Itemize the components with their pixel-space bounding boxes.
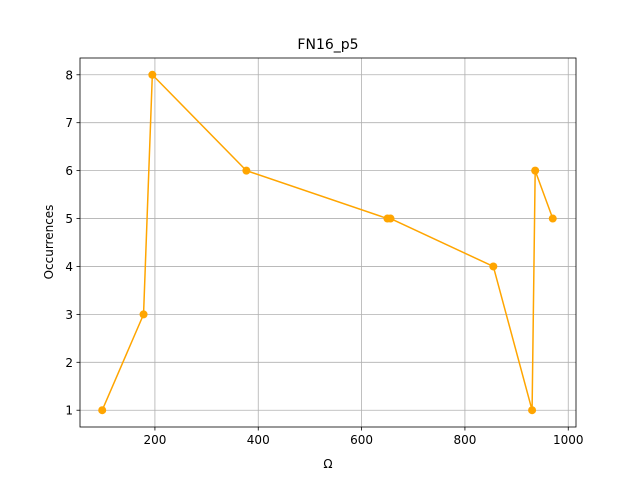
y-axis-label: Occurrences [42,205,56,280]
x-tick-label: 1000 [553,433,584,447]
y-tick-label: 8 [65,68,73,82]
x-tick-label: 800 [453,433,476,447]
x-axis-label: Ω [323,457,332,471]
x-axis: 200 400 600 800 1000 [143,427,584,447]
x-tick-label: 400 [247,433,270,447]
data-point [489,262,498,271]
series-layer [98,70,557,415]
y-axis: 1 2 3 4 5 6 7 8 [65,68,80,418]
y-tick-label: 1 [65,404,73,418]
x-tick-label: 200 [143,433,166,447]
y-tick-label: 3 [65,308,73,322]
data-point [242,166,251,175]
data-point [148,70,157,79]
y-tick-label: 2 [65,356,73,370]
y-tick-label: 4 [65,260,73,274]
data-point [548,214,557,223]
data-point [386,214,395,223]
y-tick-label: 7 [65,116,73,130]
data-point [139,310,148,319]
data-point [531,166,540,175]
y-tick-label: 6 [65,164,73,178]
data-point [528,406,537,415]
plot-frame [79,57,577,428]
chart-title: FN16_p5 [297,37,358,53]
y-tick-label: 5 [65,212,73,226]
grid [80,58,576,427]
data-point [98,406,107,415]
x-tick-label: 600 [350,433,373,447]
